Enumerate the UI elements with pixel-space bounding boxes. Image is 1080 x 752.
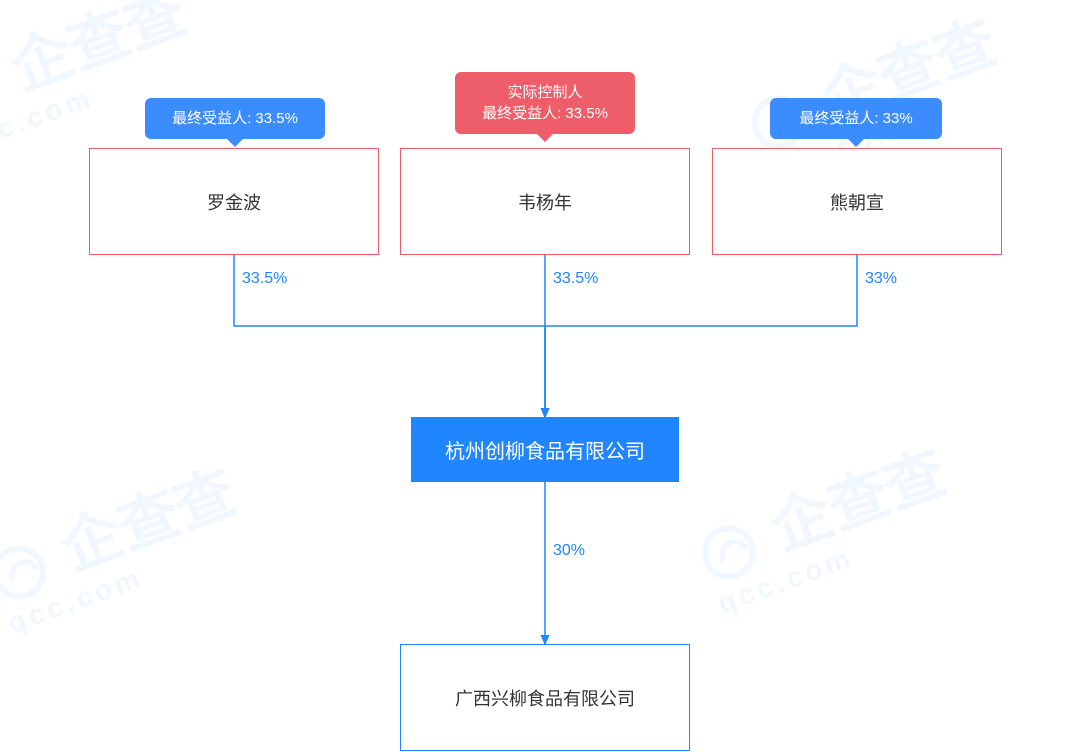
company-main-node[interactable]: 杭州创柳食品有限公司 — [411, 417, 679, 482]
beneficiary-badge: 最终受益人: 33% — [770, 98, 942, 139]
watermark: 企查查qcc.com — [0, 459, 256, 640]
ownership-percent: 33.5% — [553, 270, 598, 288]
company-sub-node[interactable]: 广西兴柳食品有限公司 — [400, 644, 690, 751]
node-label: 罗金波 — [207, 189, 261, 215]
ownership-percent: 30% — [553, 542, 585, 560]
badge-label: 最终受益人: 33.5% — [172, 110, 298, 127]
beneficiary-badge: 实际控制人 最终受益人: 33.5% — [455, 72, 635, 134]
person-node[interactable]: 熊朝宣 — [712, 148, 1002, 255]
node-label: 广西兴柳食品有限公司 — [455, 685, 635, 711]
person-node[interactable]: 韦杨年 — [400, 148, 690, 255]
node-label: 杭州创柳食品有限公司 — [445, 435, 645, 464]
ownership-percent: 33.5% — [242, 270, 287, 288]
beneficiary-badge: 最终受益人: 33.5% — [145, 98, 325, 139]
badge-label: 实际控制人 最终受益人: 33.5% — [482, 84, 608, 122]
ownership-percent: 33% — [865, 270, 897, 288]
watermark: 企查查qcc.com — [691, 439, 966, 620]
badge-label: 最终受益人: 33% — [799, 110, 912, 127]
node-label: 熊朝宣 — [830, 189, 884, 215]
person-node[interactable]: 罗金波 — [89, 148, 379, 255]
node-label: 韦杨年 — [518, 189, 572, 215]
